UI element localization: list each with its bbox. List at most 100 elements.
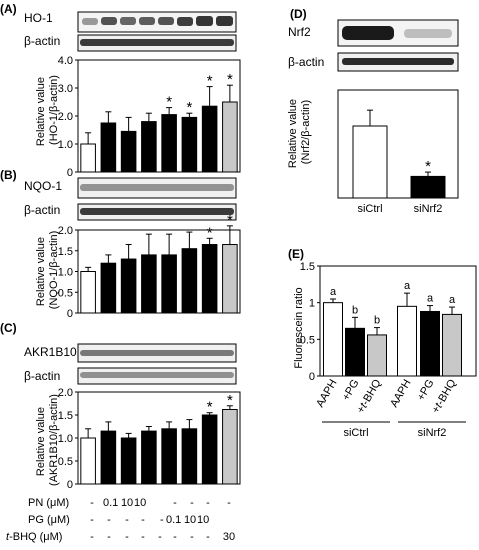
bar (161, 114, 177, 173)
bar (120, 130, 137, 173)
y-tick-label: 1 (309, 298, 315, 310)
bar (222, 101, 238, 173)
bar (141, 121, 157, 173)
treat-value: 1 (184, 514, 190, 526)
significance-star: * (227, 71, 233, 88)
ylabel-b-line1: Relative value (35, 237, 47, 306)
treat-value: - (173, 497, 177, 509)
bar (100, 262, 117, 314)
treat-value: - (125, 514, 129, 526)
category-label: +PG (340, 378, 362, 403)
y-tick-label: 1.5 (300, 261, 315, 273)
y-tick-label: 1.0 (58, 139, 73, 151)
blot-actin-d (337, 52, 459, 72)
bar-chart-b: 0 0.5 1.0 1.5 2.0 * * (58, 212, 241, 320)
y-tick-label: 0 (67, 479, 73, 491)
bar (323, 302, 343, 377)
blot-actin-c (77, 367, 237, 385)
ylabel-d: Relative value (Nrf2/β-actin) (287, 96, 312, 168)
treat-value: - (190, 497, 194, 509)
y-tick-label: 1.0 (58, 433, 73, 445)
ylabel-d-line1: Relative value (287, 99, 299, 168)
y-tick-label: 0.5 (58, 287, 73, 299)
category-label-part: -BHQ (434, 377, 458, 407)
treat-value: 10 (197, 514, 209, 526)
ylabel-c-line1: Relative value (35, 407, 47, 476)
blot-actin-b (77, 203, 237, 221)
bar (120, 437, 137, 485)
bar-chart-d: siCtrl * siNrf2 (337, 89, 459, 215)
significance-star: * (207, 73, 213, 90)
ylabel-b-line2: (NQO-1/β-actin) (48, 231, 60, 309)
blot-label-akr1b10: AKR1B10 (24, 345, 77, 359)
plot-frame (337, 89, 459, 199)
y-tick-label: 1.0 (58, 267, 73, 279)
category-label: siNrf2 (414, 203, 443, 215)
blot-ho1 (77, 11, 237, 33)
treat-value: - (90, 514, 94, 526)
treat-value: - (206, 531, 210, 543)
treat-value: 0.1 (103, 497, 118, 509)
y-tick-label: 2.0 (58, 111, 73, 123)
bar (345, 327, 365, 377)
bar (161, 428, 177, 485)
treat-value: 10 (134, 497, 146, 509)
group-label: siNrf2 (418, 427, 447, 439)
significance-star: * (186, 99, 192, 116)
treat-value: 1 (121, 497, 127, 509)
treat-label-tbhq-rest: -BHQ (μM) (9, 531, 62, 543)
blot-nqo1 (77, 177, 237, 199)
significance-star: * (207, 224, 213, 241)
panel-letter-a: (A) (0, 2, 17, 16)
treat-label-pg: PG (μM) (28, 514, 70, 526)
bar (80, 143, 96, 173)
bar (442, 313, 462, 377)
category-label: +PG (415, 378, 437, 403)
bar (141, 430, 157, 485)
y-tick-label: 0 (309, 371, 315, 383)
bar (367, 334, 387, 377)
y-tick-label: 1.5 (58, 246, 73, 258)
bar (181, 248, 198, 314)
panel-letter-c: (C) (0, 321, 17, 335)
significance-letter: a (330, 286, 337, 298)
bar (352, 125, 388, 199)
treat-value: - (141, 531, 145, 543)
treat-value: - (160, 514, 164, 526)
y-tick-label: 2.0 (58, 225, 73, 237)
treat-value: - (90, 531, 94, 543)
bar (100, 430, 117, 485)
treat-value: - (107, 514, 111, 526)
treat-value: - (141, 514, 145, 526)
ylabel-c: Relative value (AKR1B10/β-actin) (35, 394, 60, 486)
panel-letter-e: (E) (288, 247, 304, 261)
bar (420, 310, 440, 377)
treat-label-pn: PN (μM) (28, 497, 69, 509)
significance-letter: a (449, 294, 456, 306)
blot-label-actin-a: β-actin (24, 34, 60, 48)
y-tick-label: 4.0 (58, 55, 73, 67)
blot-akr1b10 (77, 343, 237, 363)
bar (222, 244, 238, 314)
category-label-part: -BHQ (359, 377, 383, 407)
significance-star: * (227, 212, 233, 229)
blot-label-ho1: HO-1 (24, 11, 53, 25)
bar (80, 437, 96, 485)
treat-value: - (90, 497, 94, 509)
treat-label-tbhq: t-BHQ (μM) (6, 531, 62, 543)
treat-value: - (206, 497, 210, 509)
treat-value: 0 (190, 514, 196, 526)
category-label: siCtrl (357, 203, 382, 215)
significance-star: * (166, 94, 172, 111)
y-tick-label: 0 (67, 167, 73, 179)
bar (222, 408, 238, 485)
panel-letter-b: (B) (0, 168, 17, 182)
y-tick-label: 1.5 (58, 410, 73, 422)
blot-label-actin-b: β-actin (24, 203, 60, 217)
significance-star: * (227, 392, 233, 409)
category-label-part: + (355, 404, 369, 416)
bar (120, 258, 137, 314)
category-label-part: + (430, 404, 444, 416)
significance-letter: a (427, 293, 434, 305)
blot-label-actin-d: β-actin (288, 55, 324, 69)
